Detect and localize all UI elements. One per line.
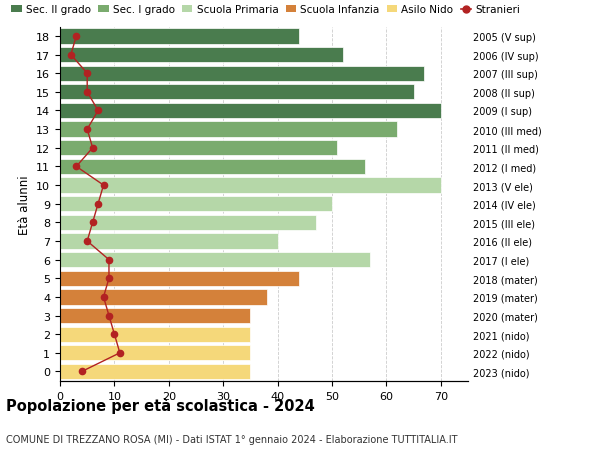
Bar (60, 159, 365, 175)
Bar (60, 48, 343, 63)
Bar (60, 252, 370, 268)
Bar (60, 327, 250, 342)
Bar (60, 141, 337, 156)
Text: COMUNE DI TREZZANO ROSA (MI) - Dati ISTAT 1° gennaio 2024 - Elaborazione TUTTITA: COMUNE DI TREZZANO ROSA (MI) - Dati ISTA… (6, 434, 458, 444)
Bar (60, 29, 299, 45)
Bar (60, 178, 441, 193)
Bar (60, 290, 267, 305)
Bar (60, 364, 250, 379)
Bar (60, 85, 413, 100)
Y-axis label: Età alunni: Età alunni (17, 174, 31, 234)
Bar (60, 234, 278, 249)
Bar (60, 196, 332, 212)
Text: Popolazione per età scolastica - 2024: Popolazione per età scolastica - 2024 (6, 397, 315, 413)
Bar (60, 122, 397, 138)
Bar (60, 104, 441, 119)
Bar (60, 346, 250, 361)
Bar (60, 215, 316, 230)
Bar (60, 67, 424, 82)
Bar (60, 271, 299, 286)
Legend: Sec. II grado, Sec. I grado, Scuola Primaria, Scuola Infanzia, Asilo Nido, Stran: Sec. II grado, Sec. I grado, Scuola Prim… (11, 5, 520, 15)
Bar (60, 308, 250, 324)
